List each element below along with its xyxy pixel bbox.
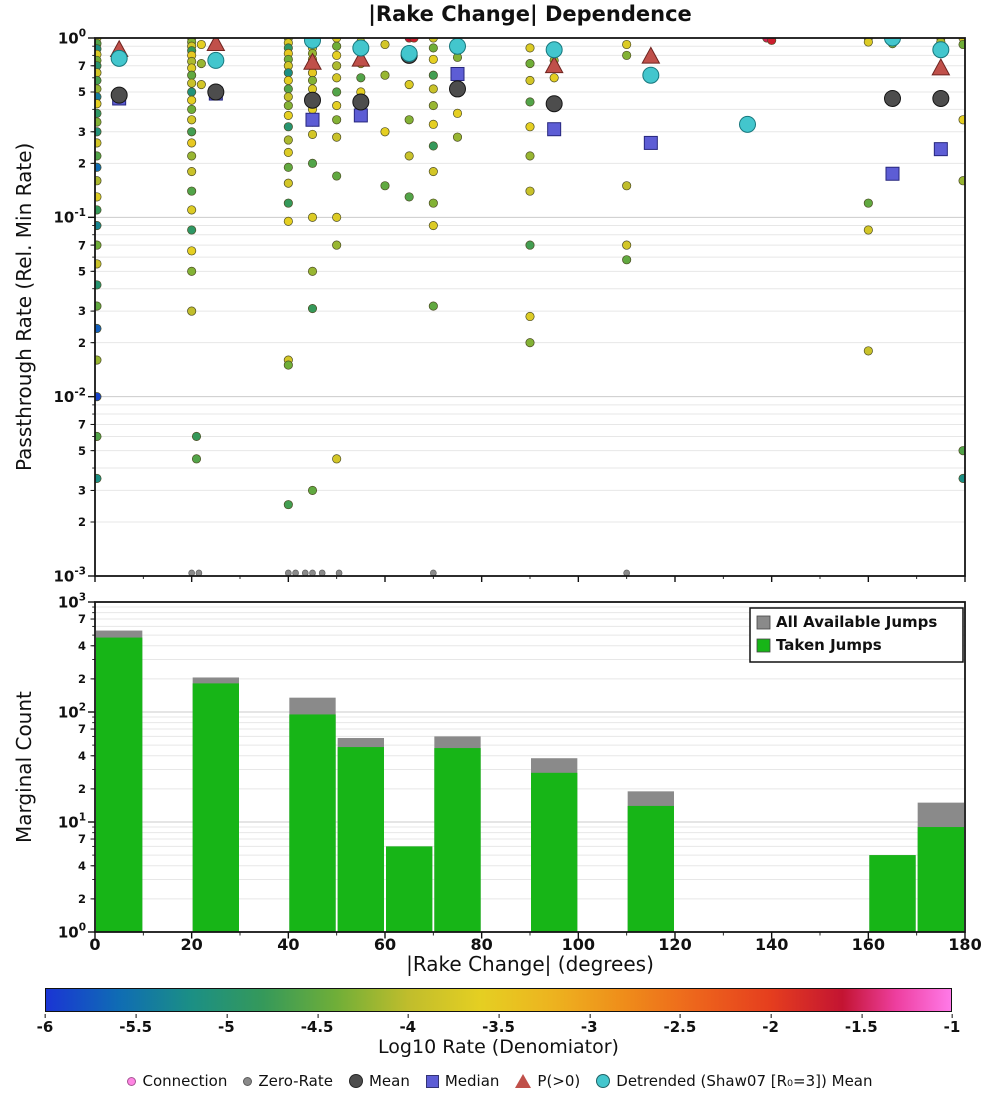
top-y-axis-label: Passthrough Rate (Rel. Min Rate) [12, 142, 36, 472]
svg-text:5: 5 [78, 85, 86, 99]
colorbar-tick: -4.5 [300, 1014, 334, 1036]
svg-text:7: 7 [78, 238, 86, 252]
svg-text:10-3: 10-3 [53, 566, 86, 586]
legend-item-mean: Mean [348, 1072, 410, 1090]
svg-text:Taken Jumps: Taken Jumps [776, 636, 882, 654]
svg-text:102: 102 [58, 702, 86, 722]
mean-marker-icon [348, 1074, 363, 1088]
svg-text:4: 4 [78, 749, 86, 763]
svg-text:140: 140 [755, 935, 788, 954]
svg-text:3: 3 [78, 125, 86, 139]
colorbar [45, 988, 952, 1012]
svg-text:3: 3 [78, 484, 86, 498]
svg-text:10-1: 10-1 [53, 207, 86, 227]
colorbar-label: Log10 Rate (Denomiator) [378, 1036, 619, 1058]
colorbar-tick: -2.5 [663, 1014, 697, 1036]
svg-text:All Available Jumps: All Available Jumps [776, 613, 937, 631]
svg-text:4: 4 [78, 859, 86, 873]
colorbar-tick: -5 [218, 1014, 235, 1036]
median-marker-icon [425, 1074, 439, 1088]
svg-text:2: 2 [78, 782, 86, 796]
svg-text:2: 2 [78, 336, 86, 350]
legend-label-median: Median [444, 1072, 500, 1090]
svg-text:2: 2 [78, 672, 86, 686]
svg-text:2: 2 [78, 156, 86, 170]
svg-text:5: 5 [78, 264, 86, 278]
colorbar-tick: -2 [762, 1014, 779, 1036]
svg-text:0: 0 [89, 935, 100, 954]
svg-text:100: 100 [58, 28, 86, 48]
x-axis-label: |Rake Change| (degrees) [406, 952, 654, 976]
figure-legend: Connection Zero-Rate Mean Median P(>0) D… [0, 1072, 1000, 1090]
svg-text:5: 5 [78, 444, 86, 458]
chart-title: |Rake Change| Dependence [368, 2, 692, 26]
svg-text:103: 103 [58, 592, 86, 612]
svg-text:20: 20 [181, 935, 203, 954]
svg-text:7: 7 [78, 832, 86, 846]
colorbar-tick: -1 [943, 1014, 961, 1036]
legend-item-connection: Connection [127, 1072, 227, 1090]
colorbar-tick: -3.5 [482, 1014, 515, 1036]
legend-label-mean: Mean [368, 1072, 410, 1090]
svg-text:7: 7 [78, 418, 86, 432]
colorbar-tick: -5.5 [119, 1014, 153, 1036]
svg-text:4: 4 [78, 639, 86, 653]
svg-text:100: 100 [562, 935, 595, 954]
svg-text:7: 7 [78, 612, 86, 626]
bottom-y-axis-label: Marginal Count [12, 691, 36, 843]
colorbar-tick: -4 [399, 1014, 417, 1036]
svg-text:100: 100 [58, 922, 86, 942]
connection-marker-icon [127, 1076, 137, 1086]
detrended-marker-icon [596, 1074, 611, 1088]
svg-text:3: 3 [78, 304, 86, 318]
svg-text:60: 60 [374, 935, 396, 954]
zero-rate-marker-icon [243, 1076, 253, 1086]
svg-text:7: 7 [78, 722, 86, 736]
legend-label-detrended: Detrended (Shaw07 [R₀=3]) Mean [616, 1072, 873, 1090]
legend-item-p-gt0: P(>0) [515, 1072, 580, 1090]
colorbar-tick: -6 [36, 1014, 54, 1036]
legend-item-zero-rate: Zero-Rate [243, 1072, 333, 1090]
colorbar-tick: -3 [580, 1014, 598, 1036]
legend-item-detrended: Detrended (Shaw07 [R₀=3]) Mean [596, 1072, 873, 1090]
legend-item-median: Median [425, 1072, 500, 1090]
p-gt0-marker-icon [515, 1074, 532, 1088]
svg-text:101: 101 [58, 812, 86, 832]
svg-text:120: 120 [658, 935, 691, 954]
legend-label-zero-rate: Zero-Rate [258, 1072, 333, 1090]
svg-text:2: 2 [78, 515, 86, 529]
svg-text:7: 7 [78, 59, 86, 73]
svg-text:80: 80 [471, 935, 493, 954]
colorbar-tick: -1.5 [844, 1014, 878, 1036]
svg-text:180: 180 [948, 935, 981, 954]
colorbar-tick-labels: -6 -5.5 -5 -4.5 -4 -3.5 -3 -2.5 -2 -1.5 -1 [37, 1014, 960, 1036]
svg-text:40: 40 [277, 935, 299, 954]
legend-label-connection: Connection [142, 1072, 228, 1090]
svg-text:2: 2 [78, 892, 86, 906]
svg-text:160: 160 [852, 935, 885, 954]
svg-text:10-2: 10-2 [53, 386, 86, 406]
legend-label-p-gt0: P(>0) [537, 1072, 581, 1090]
